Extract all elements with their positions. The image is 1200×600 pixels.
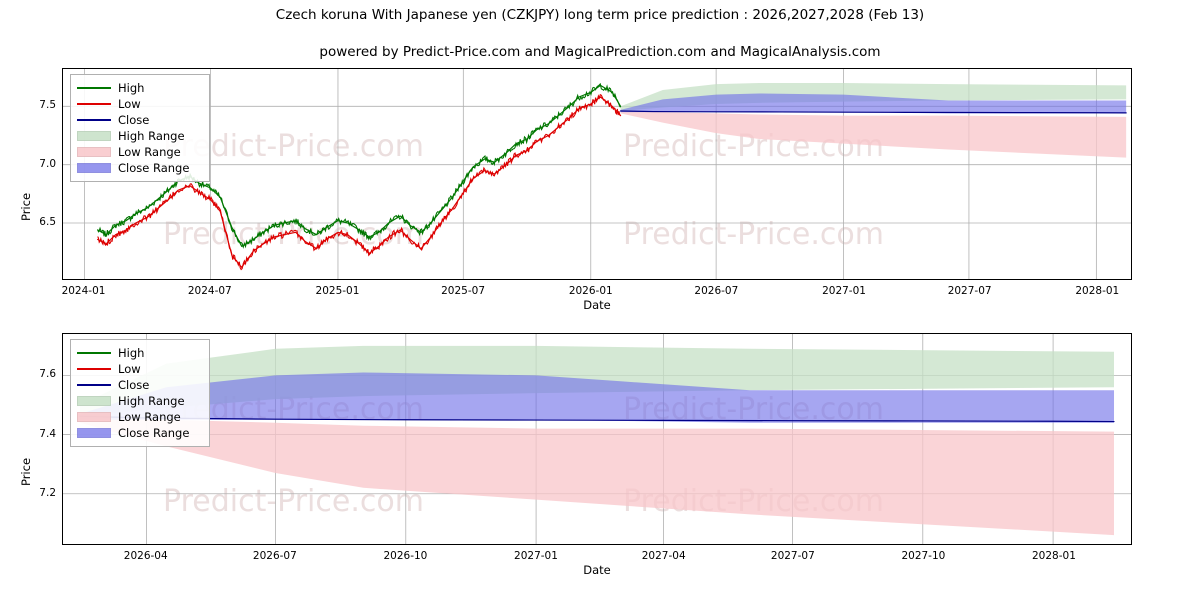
top-x-axis-label: Date [583, 298, 611, 312]
legend-line-swatch [77, 347, 111, 359]
legend-label: Low Range [118, 410, 181, 424]
x-tick-label: 2025-07 [441, 285, 485, 297]
x-tick-label: 2024-01 [61, 285, 106, 297]
top-plot-area: Predict-Price.com Predict-Price.com Predic… [62, 68, 1132, 280]
x-tick-label: 2027-04 [641, 550, 686, 562]
legend-label: Low [118, 362, 141, 376]
legend-patch-swatch [77, 146, 111, 158]
x-tick-label: 2028-01 [1075, 285, 1120, 297]
page-subtitle: powered by Predict-Price.com and Magical… [319, 44, 881, 60]
legend-item: Close [77, 377, 202, 393]
legend-label: High Range [118, 394, 185, 408]
legend-item: Low Range [77, 144, 202, 160]
legend-line-swatch [77, 98, 111, 110]
top-legend: High Low Close High Range Low Range Close Ran… [70, 74, 210, 182]
x-tick-label: 2024-07 [187, 285, 232, 297]
y-tick-label: 6.5 [39, 216, 56, 229]
legend-item: Close Range [77, 160, 202, 176]
legend-line-swatch [77, 114, 111, 126]
bottom-plot-area: Predict-Price.comPredict-Price.comPredic… [62, 333, 1132, 545]
legend-line-swatch [77, 379, 111, 391]
legend-patch-swatch [77, 395, 111, 407]
legend-item: Close Range [77, 425, 202, 441]
y-tick-label: 7.0 [39, 157, 56, 170]
x-tick-label: 2028-01 [1032, 550, 1076, 562]
x-tick-label: 2026-04 [123, 550, 168, 562]
legend-label: Low Range [118, 145, 181, 159]
x-tick-label: 2027-01 [822, 285, 866, 297]
legend-item: Low Range [77, 409, 202, 425]
top-chart-panel: Price Predict-Price.com Predict-Price.com… [0, 60, 1200, 312]
bottom-legend: High Low Close High Range Low Range Close Ran… [70, 339, 210, 447]
legend-label: Low [118, 97, 141, 111]
legend-label: Close Range [118, 426, 190, 440]
legend-item: High Range [77, 128, 202, 144]
legend-line-swatch [77, 82, 111, 94]
bottom-chart-panel: Price Predict-Price.comPredict-Price.com… [0, 325, 1200, 590]
legend-label: High [118, 346, 145, 360]
legend-label: High [118, 81, 145, 95]
legend-patch-swatch [77, 162, 111, 174]
legend-item: High Range [77, 393, 202, 409]
legend-label: Close [118, 378, 150, 392]
page-title: Czech koruna With Japanese yen (CZKJPY) … [275, 7, 925, 23]
legend-patch-swatch [77, 427, 111, 439]
legend-item: Close [77, 112, 202, 128]
x-tick-label: 2026-01 [568, 285, 613, 297]
x-tick-label: 2027-10 [901, 550, 946, 562]
x-tick-label: 2027-01 [514, 550, 558, 562]
y-tick-label: 7.6 [39, 367, 56, 380]
x-tick-label: 2027-07 [947, 285, 992, 297]
y-tick-label: 7.4 [39, 427, 56, 440]
x-tick-label: 2026-10 [383, 550, 428, 562]
legend-item: Low [77, 96, 202, 112]
x-tick-label: 2026-07 [252, 550, 297, 562]
x-tick-label: 2025-01 [315, 285, 360, 297]
legend-item: Low [77, 361, 202, 377]
y-tick-label: 7.5 [39, 98, 56, 111]
legend-label: Close Range [118, 161, 190, 175]
legend-label: Close [118, 113, 150, 127]
legend-line-swatch [77, 363, 111, 375]
legend-patch-swatch [77, 130, 111, 142]
x-tick-label: 2027-07 [770, 550, 815, 562]
legend-item: High [77, 80, 202, 96]
legend-item: High [77, 345, 202, 361]
y-tick-label: 7.2 [39, 487, 56, 500]
legend-patch-swatch [77, 411, 111, 423]
legend-label: High Range [118, 129, 185, 143]
x-tick-label: 2026-07 [694, 285, 739, 297]
bottom-x-axis-label: Date [583, 563, 611, 577]
